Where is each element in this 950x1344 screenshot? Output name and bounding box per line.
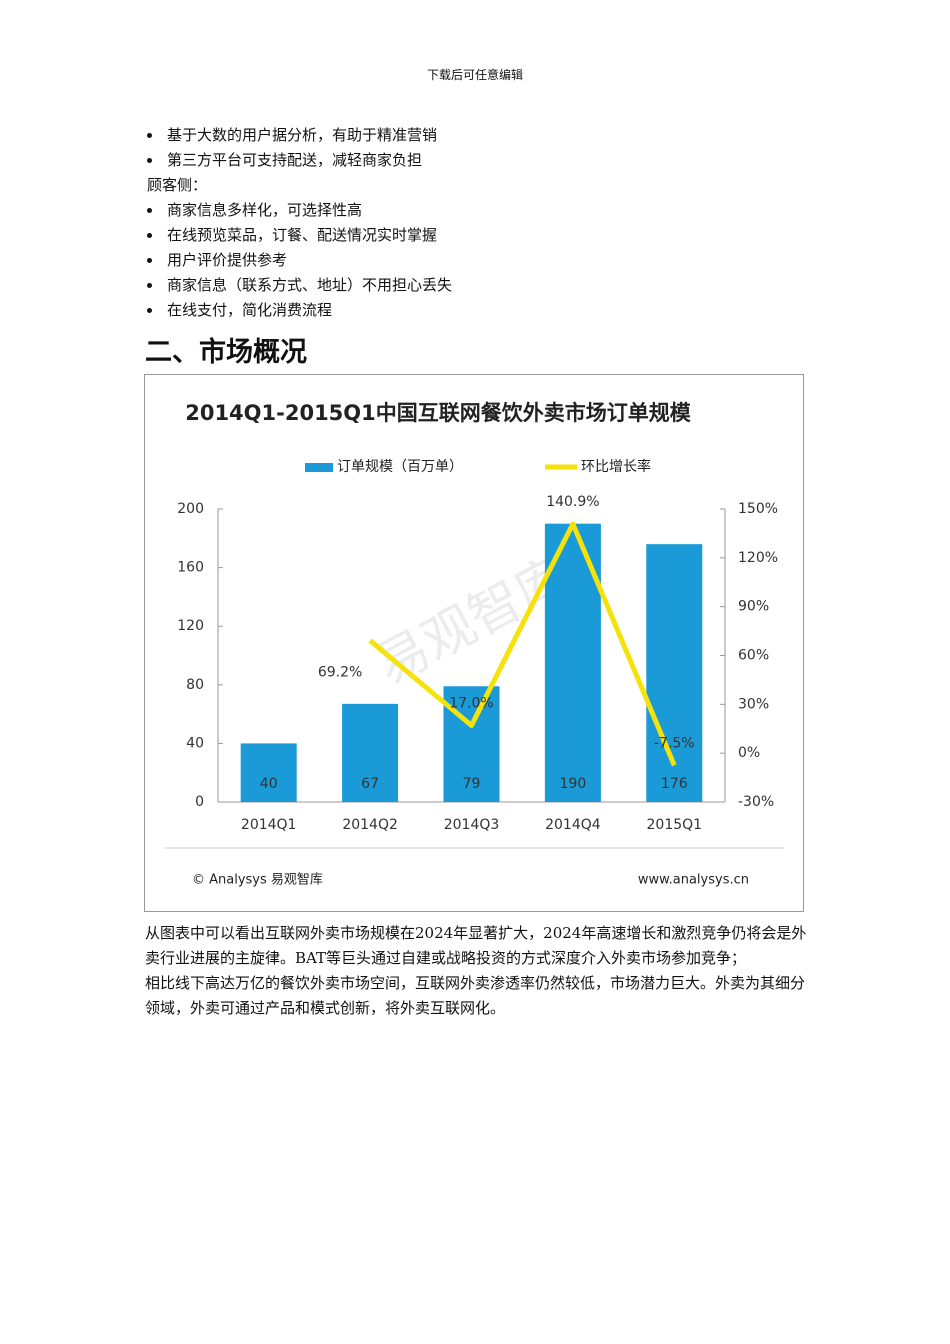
chart-title: 2014Q1-2015Q1中国互联网餐饮外卖市场订单规模 — [185, 401, 692, 425]
x-tick-label: 2014Q4 — [545, 817, 601, 833]
bar-label: 79 — [463, 776, 481, 792]
line-label: 69.2% — [318, 665, 362, 681]
line — [368, 521, 677, 767]
bar-label: 176 — [661, 776, 688, 792]
bar — [443, 686, 500, 802]
paragraph: 相比线下高达万亿的餐饮外卖市场空间，互联网外卖渗透率仍然较低，市场潜力巨大。外卖… — [145, 974, 806, 1017]
website: www.analysys.cn — [638, 873, 749, 888]
y2-tick-label: 60% — [738, 648, 769, 664]
chart: 2014Q1-2015Q1中国互联网餐饮外卖市场订单规模 易观智库 © Anal… — [144, 374, 804, 912]
bullet: 商家信息（联系方式、地址）不用担心丢失 — [147, 273, 807, 298]
bar — [342, 703, 399, 802]
bar-label: 190 — [560, 776, 587, 792]
y-tick-label: 40 — [186, 735, 204, 751]
y-tick-label: 200 — [177, 501, 204, 517]
body-text: 从图表中可以看出互联网外卖市场规模在2024年显著扩大，2024年高速增长和激烈… — [145, 921, 807, 1021]
legend-swatch — [305, 463, 333, 472]
bar — [240, 743, 297, 802]
y-tick-label: 80 — [186, 677, 204, 693]
bar-label: 40 — [260, 776, 278, 792]
bullet: 第三方平台可支持配送，减轻商家负担 — [147, 148, 807, 173]
bullet: 在线预览菜品，订餐、配送情况实时掌握 — [147, 223, 807, 248]
x-tick-label: 2014Q2 — [342, 817, 398, 833]
line-label: 140.9% — [546, 494, 599, 510]
source: © Analysys 易观智库 — [192, 872, 323, 888]
y2-tick-label: -30% — [738, 794, 774, 810]
bullet: 基于大数的用户据分析，有助于精准营销 — [147, 123, 807, 148]
x-tick-label: 2015Q1 — [647, 817, 703, 833]
y2-tick-label: 90% — [738, 599, 769, 615]
y-tick-label: 120 — [177, 618, 204, 634]
y2-tick-label: 0% — [738, 745, 760, 761]
paragraph: 从图表中可以看出互联网外卖市场规模在2024年显著扩大，2024年高速增长和激烈… — [145, 924, 807, 967]
y-tick-label: 160 — [177, 560, 204, 576]
page-header: 下载后可任意编辑 — [426, 68, 523, 82]
line-label: 17.0% — [449, 695, 493, 711]
bullet: 商家信息多样化，可选择性高 — [147, 198, 807, 223]
y2-tick-label: 150% — [738, 501, 778, 517]
legend-label: 订单规模（百万单） — [337, 459, 463, 475]
y-tick-label: 0 — [195, 794, 204, 810]
bullet-list: 基于大数的用户据分析，有助于精准营销 第三方平台可支持配送，减轻商家负担 顾客侧… — [147, 123, 807, 323]
section-title: 二、市场概况 — [145, 337, 307, 368]
line-label: -7.5% — [654, 735, 695, 751]
x-tick-label: 2014Q1 — [241, 817, 297, 833]
legend-label: 环比增长率 — [581, 458, 651, 475]
subheading: 顾客侧： — [147, 176, 208, 194]
x-tick-label: 2014Q3 — [444, 817, 500, 833]
y2-tick-label: 30% — [738, 696, 769, 712]
bullet: 在线支付，简化消费流程 — [147, 298, 807, 323]
y2-tick-label: 120% — [738, 550, 778, 566]
bullet: 用户评价提供参考 — [147, 248, 807, 273]
bar-label: 67 — [361, 776, 379, 792]
